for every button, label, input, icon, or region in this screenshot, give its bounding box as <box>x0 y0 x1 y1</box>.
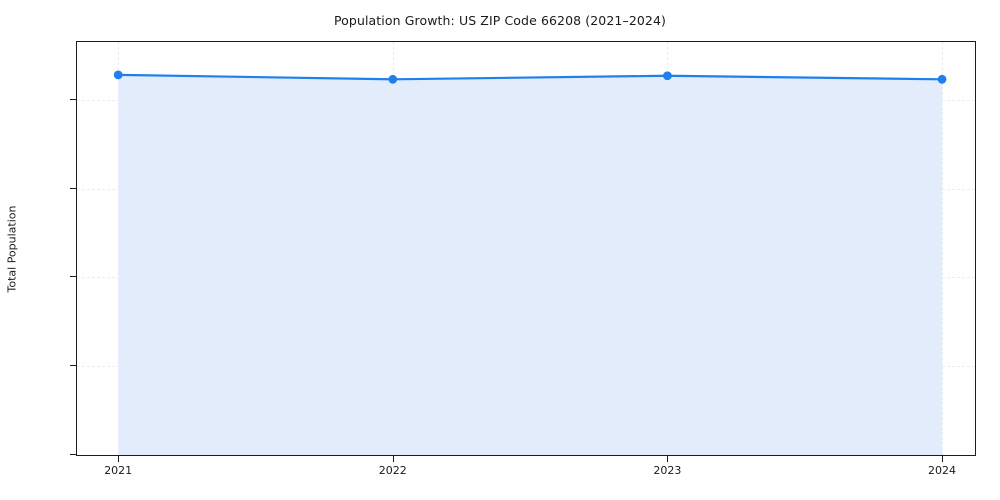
y-tick-mark-10000 <box>70 276 76 278</box>
data-point-2023[interactable] <box>663 71 672 81</box>
gridline-y-0 <box>77 455 975 456</box>
x-tick-label-2023: 2023 <box>653 464 682 477</box>
data-point-2022[interactable] <box>388 74 398 84</box>
area-fill-population <box>118 74 943 455</box>
y-tick-mark-15000 <box>70 187 76 189</box>
x-tick-mark-2021 <box>118 456 120 462</box>
x-tick-mark-2022 <box>392 456 394 462</box>
y-axis-label: Total Population <box>5 205 19 293</box>
x-tick-mark-2023 <box>667 456 669 462</box>
y-tick-mark-5000 <box>70 365 76 367</box>
population-series <box>113 70 947 455</box>
y-tick-mark-20000 <box>70 98 76 100</box>
x-tick-label-2022: 2022 <box>378 464 407 477</box>
x-tick-label-2024: 2024 <box>928 464 957 477</box>
chart-title: Population Growth: US ZIP Code 66208 (20… <box>333 13 667 28</box>
x-tick-mark-2024 <box>942 456 944 462</box>
gridline-x-2024 <box>942 42 944 455</box>
data-point-2024[interactable] <box>937 74 947 84</box>
data-point-2021[interactable] <box>113 70 123 80</box>
x-tick-label-2021: 2021 <box>104 464 133 477</box>
plot-area <box>76 41 976 456</box>
line-population <box>117 73 944 81</box>
y-tick-mark-0 <box>70 454 76 455</box>
